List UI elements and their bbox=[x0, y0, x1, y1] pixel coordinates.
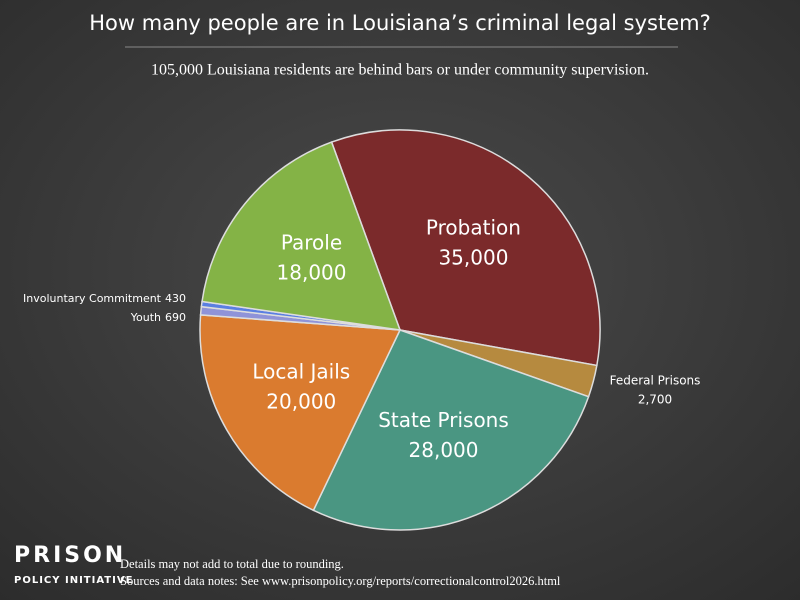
slice-label-group: Involuntary Commitment 430 bbox=[23, 292, 186, 305]
slice-value: 2,700 bbox=[638, 393, 672, 407]
slice-value: 20,000 bbox=[266, 390, 336, 414]
footer-note: Sources and data notes: See www.prisonpo… bbox=[120, 574, 561, 588]
pie-slice bbox=[199, 314, 402, 512]
slice-value: 35,000 bbox=[438, 245, 508, 269]
slice-label: Youth bbox=[130, 311, 161, 324]
chart-subtitle: 105,000 Louisiana residents are behind b… bbox=[151, 62, 649, 79]
logo-line1: PRISON bbox=[14, 543, 126, 568]
slice-value: 430 bbox=[165, 292, 186, 305]
pie-slice bbox=[201, 141, 402, 331]
chart-title: How many people are in Louisiana’s crimi… bbox=[89, 11, 711, 35]
slice-label: Involuntary Commitment bbox=[23, 292, 162, 305]
logo-line2: POLICY INITIATIVE bbox=[14, 575, 133, 586]
slice-value: 18,000 bbox=[277, 261, 347, 285]
slice-label-group: Youth 690 bbox=[130, 311, 186, 324]
pie: Probation 35,000 Federal Prisons 2,700 State… bbox=[23, 129, 701, 531]
slice-value: 690 bbox=[165, 311, 186, 324]
pie-slice bbox=[330, 129, 601, 367]
slice-label: Probation bbox=[426, 215, 521, 239]
pie-slice bbox=[312, 329, 590, 531]
slice-value: 28,000 bbox=[409, 438, 479, 462]
slice-label: Parole bbox=[281, 231, 342, 255]
slice-label: Federal Prisons bbox=[610, 374, 701, 388]
slice-label: State Prisons bbox=[378, 408, 509, 432]
footer-note: Details may not add to total due to roun… bbox=[120, 557, 344, 571]
slice-label: Local Jails bbox=[252, 360, 350, 384]
